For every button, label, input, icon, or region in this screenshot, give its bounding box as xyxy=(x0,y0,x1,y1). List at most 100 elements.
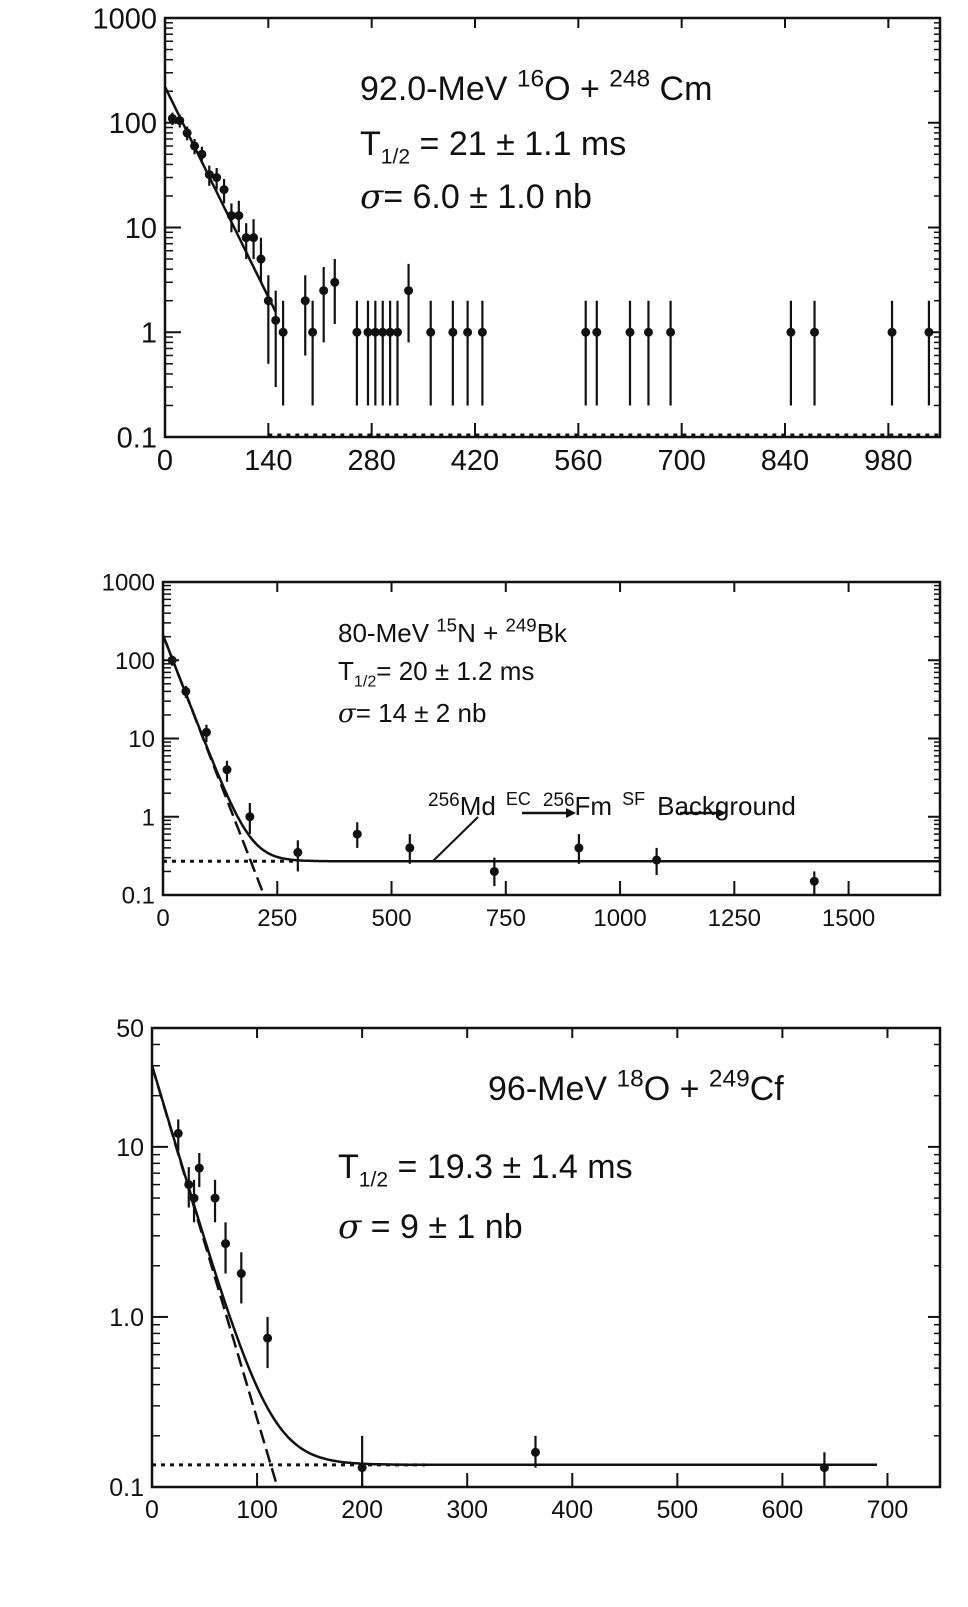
data-point xyxy=(194,1163,204,1173)
y-tick-label: 1000 xyxy=(102,570,155,597)
x-tick-label: 300 xyxy=(446,1496,488,1524)
data-point xyxy=(293,847,303,857)
data-point xyxy=(167,655,177,665)
annotation-half-life: T1/2= 20 ± 1.2 ms xyxy=(338,656,534,691)
annotation-cross-section: σ = 9 ± 1 nb xyxy=(338,1207,523,1247)
decay-chain-label: 256Md EC 256Fm SF Background xyxy=(428,789,796,821)
x-tick-label: 500 xyxy=(656,1496,698,1524)
chart-panel-b: 0 250 500 750 1000 1250 1500 0.1 1 10 100 1000 80-Me… xyxy=(102,570,942,932)
data-point xyxy=(810,327,820,337)
data-point xyxy=(887,327,897,337)
y-tick-label: 10 xyxy=(116,1134,144,1162)
y-tick-label: 100 xyxy=(109,108,157,140)
annotation-reaction: 96-MeV 18O + 249Cf xyxy=(488,1065,784,1108)
y-tick-label: 1 xyxy=(141,318,157,350)
data-point xyxy=(241,233,251,243)
x-tick-label: 560 xyxy=(554,445,602,477)
data-point xyxy=(385,327,395,337)
data-point xyxy=(426,327,436,337)
data-point xyxy=(363,327,373,337)
data-point xyxy=(448,327,458,337)
x-tick-label: 1500 xyxy=(822,905,875,932)
data-point xyxy=(819,1463,829,1473)
annotation-half-life: T1/2 = 19.3 ± 1.4 ms xyxy=(338,1148,633,1192)
data-point xyxy=(167,113,177,123)
arrow-ec-head xyxy=(566,808,576,818)
data-point xyxy=(278,327,288,337)
data-point xyxy=(263,296,273,306)
total-fit-line xyxy=(152,1065,877,1467)
x-tick-label: 750 xyxy=(486,905,526,932)
x-tick-label: 420 xyxy=(451,445,499,477)
data-point xyxy=(226,211,236,221)
x-tick-label: 1000 xyxy=(593,905,646,932)
data-point xyxy=(300,296,310,306)
x-tick-label: 700 xyxy=(657,445,705,477)
data-point xyxy=(245,812,255,822)
x-tick-label: 140 xyxy=(244,445,292,477)
data-point xyxy=(405,843,415,853)
x-tick-label: 400 xyxy=(551,1496,593,1524)
data-point xyxy=(201,727,211,737)
annotation-reaction: 92.0-MeV 16O + 248 Cm xyxy=(360,65,712,108)
data-point xyxy=(393,327,402,337)
annotation-cross-section: σ= 14 ± 2 nb xyxy=(338,698,486,729)
data-point xyxy=(236,1269,246,1279)
x-tick-label: 980 xyxy=(864,445,912,477)
data-point xyxy=(592,327,602,337)
y-tick-label: 10 xyxy=(128,726,155,753)
data-point xyxy=(222,765,232,775)
plot-area xyxy=(163,634,940,895)
data-point xyxy=(352,829,362,839)
leader-line xyxy=(431,816,479,863)
data-point xyxy=(319,286,329,296)
x-tick-label: 600 xyxy=(762,1496,804,1524)
x-tick-label: 100 xyxy=(236,1496,278,1524)
arrow-sf-head xyxy=(716,808,726,818)
data-point xyxy=(477,327,487,337)
exponential-fit-line xyxy=(152,1065,279,1487)
data-point xyxy=(182,128,192,138)
x-tick-label: 700 xyxy=(867,1496,909,1524)
data-point xyxy=(256,254,266,264)
data-point xyxy=(625,327,635,337)
x-tick-label: 280 xyxy=(347,445,395,477)
x-tick-label: 1250 xyxy=(708,905,761,932)
data-point xyxy=(378,327,388,337)
data-point xyxy=(263,1333,273,1343)
data-point xyxy=(330,277,340,287)
data-point xyxy=(370,327,380,337)
y-tick-label: 1000 xyxy=(92,3,157,35)
chart-panel-a: 0 140 280 420 560 700 840 980 0.1 1 10 100 1000 92.0-… xyxy=(92,3,942,477)
plot-frame xyxy=(150,1026,942,1489)
data-point xyxy=(184,1180,194,1190)
data-point xyxy=(221,1239,231,1249)
data-point xyxy=(352,327,362,337)
data-point xyxy=(530,1447,540,1457)
exponential-fit-line xyxy=(165,86,277,313)
y-tick-label: 50 xyxy=(116,1015,144,1043)
data-point xyxy=(210,1193,220,1203)
plot-area xyxy=(152,1065,877,1487)
data-point xyxy=(574,843,584,853)
data-point xyxy=(249,233,259,243)
data-point xyxy=(173,1128,183,1138)
x-tick-label: 250 xyxy=(257,905,297,932)
data-point xyxy=(489,866,499,876)
data-point xyxy=(189,1193,199,1203)
annotation-half-life: T1/2 = 21 ± 1.1 ms xyxy=(360,125,626,169)
y-tick-label: 0.1 xyxy=(117,422,157,454)
data-point xyxy=(666,327,676,337)
data-point xyxy=(404,286,414,296)
annotation-cross-section: σ= 6.0 ± 1.0 nb xyxy=(360,177,592,217)
data-point xyxy=(175,116,185,126)
data-point xyxy=(181,686,191,696)
data-point xyxy=(234,211,244,221)
y-tick-label: 1.0 xyxy=(109,1304,144,1332)
y-tick-label: 100 xyxy=(115,648,155,675)
data-point xyxy=(924,327,934,337)
data-point xyxy=(652,855,662,865)
chart-panel-c: 0 100 200 300 400 500 600 700 0.1 1.0 10 50 96-MeV 1… xyxy=(109,1015,942,1524)
data-point xyxy=(357,1463,367,1473)
